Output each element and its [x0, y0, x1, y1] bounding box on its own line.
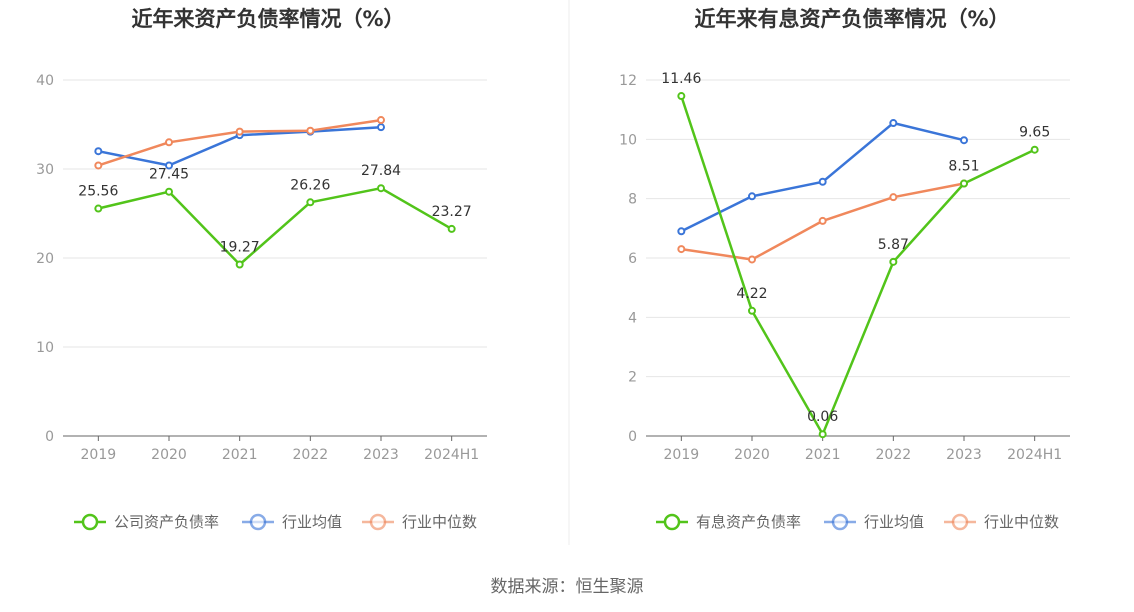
legend-marker[interactable]: [831, 513, 849, 531]
data-point: [235, 260, 244, 269]
series-line: [98, 186, 453, 266]
data-point: [94, 204, 103, 213]
data-point: [306, 198, 315, 207]
x-tick-label: 2020: [151, 447, 187, 463]
data-label: 8.51: [948, 159, 979, 175]
data-label: 5.87: [878, 237, 909, 253]
y-tick-label: 30: [36, 162, 54, 178]
y-tick-label: 4: [628, 310, 637, 326]
data-point: [235, 127, 244, 136]
legend-marker[interactable]: [951, 513, 969, 531]
x-tick-label: 2024H1: [1007, 447, 1062, 463]
data-point: [377, 123, 385, 132]
data-source: 数据来源：恒生聚源: [491, 577, 644, 597]
data-label: 11.46: [661, 71, 701, 87]
data-label: 0.06: [807, 409, 838, 425]
legend-marker[interactable]: [369, 513, 387, 531]
data-label: 9.65: [1019, 125, 1050, 141]
x-tick-label: 2019: [81, 447, 117, 463]
data-point: [748, 192, 756, 201]
data-point: [818, 216, 827, 225]
data-point: [889, 257, 898, 266]
data-label: 25.56: [78, 184, 118, 200]
y-tick-label: 40: [36, 73, 54, 89]
x-tick-label: 2020: [734, 447, 770, 463]
data-point: [94, 161, 103, 170]
x-tick-label: 2021: [222, 447, 258, 463]
data-label: 26.26: [290, 177, 330, 193]
y-tick-label: 6: [628, 251, 637, 267]
data-point: [960, 136, 968, 145]
chart-title: 近年来资产负债率情况（%）: [131, 7, 404, 31]
data-point: [960, 179, 968, 188]
data-point: [677, 227, 686, 236]
data-point: [748, 306, 756, 315]
x-tick-label: 2022: [876, 447, 912, 463]
data-label: 4.22: [736, 286, 767, 302]
legend-label[interactable]: 有息资产负债率: [696, 513, 801, 531]
x-tick-label: 2023: [363, 447, 399, 463]
data-point: [94, 147, 103, 156]
data-point: [165, 161, 173, 170]
data-point: [889, 119, 898, 128]
legend-label[interactable]: 行业均值: [282, 513, 342, 531]
data-point: [677, 92, 686, 101]
y-tick-label: 10: [36, 340, 54, 356]
data-point: [447, 224, 456, 233]
legend-marker[interactable]: [249, 513, 267, 531]
y-tick-label: 12: [619, 73, 637, 89]
legend-label[interactable]: 行业均值: [864, 513, 924, 531]
legend-marker[interactable]: [663, 513, 681, 531]
legend-marker[interactable]: [81, 513, 99, 531]
y-tick-label: 2: [628, 370, 637, 386]
chart-title: 近年来有息资产负债率情况（%）: [694, 7, 1009, 31]
data-point: [165, 138, 173, 147]
x-tick-label: 2021: [805, 447, 841, 463]
y-tick-label: 0: [45, 429, 54, 445]
legend-label[interactable]: 行业中位数: [402, 513, 477, 531]
data-label: 19.27: [220, 239, 260, 255]
x-tick-label: 2023: [946, 447, 982, 463]
data-point: [748, 255, 756, 264]
data-point: [377, 116, 385, 125]
data-label: 27.45: [149, 167, 189, 183]
y-tick-label: 8: [628, 192, 637, 208]
legend-label[interactable]: 行业中位数: [984, 513, 1059, 531]
interest-debt-ratio-chart: 近年来有息资产负债率情况（%） 0 2 4 6 8 10 12 2019 2020 2021 202…: [619, 7, 1070, 531]
data-point: [818, 430, 827, 439]
data-point: [677, 245, 686, 254]
data-point: [377, 184, 385, 193]
data-point: [889, 193, 898, 202]
series-line: [680, 95, 1036, 436]
x-tick-label: 2019: [664, 447, 700, 463]
data-label: 27.84: [361, 163, 401, 179]
data-point: [306, 126, 315, 135]
legend-label[interactable]: 公司资产负债率: [114, 513, 219, 531]
data-label: 23.27: [432, 204, 472, 220]
data-point: [818, 177, 827, 186]
y-tick-label: 0: [628, 429, 637, 445]
x-tick-label: 2024H1: [424, 447, 479, 463]
data-point: [165, 187, 173, 196]
y-tick-label: 10: [619, 132, 637, 148]
debt-ratio-chart: 近年来资产负债率情况（%） 0 10 20 30 40 2019 2020 2021 2022 2…: [36, 7, 487, 531]
data-point: [1030, 145, 1039, 154]
x-tick-label: 2022: [293, 447, 329, 463]
y-tick-label: 20: [36, 251, 54, 267]
